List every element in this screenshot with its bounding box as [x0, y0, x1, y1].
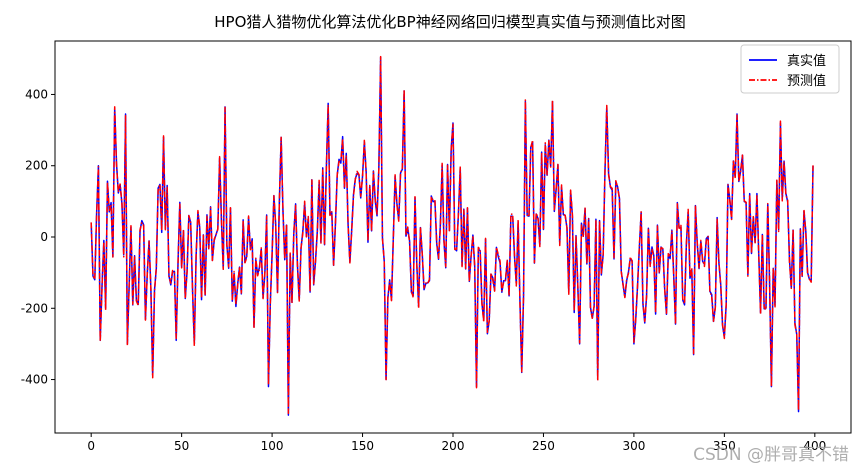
watermark: CSDN @胖哥真不错	[693, 445, 849, 465]
x-tick-label: 200	[442, 439, 465, 453]
x-axis: 0 50 100 150 200 250 300 350 400	[87, 433, 826, 453]
y-tick-label: -400	[21, 373, 48, 387]
chart-title: HPO猎人猎物优化算法优化BP神经网络回归模型真实值与预测值比对图	[214, 13, 685, 31]
x-tick-label: 400	[803, 439, 826, 453]
legend-label: 真实值	[787, 53, 826, 69]
y-axis: -400 -200 0 200 400	[21, 87, 55, 387]
x-tick-label: 0	[87, 439, 95, 453]
legend-box	[740, 44, 840, 94]
x-tick-label: 100	[261, 439, 284, 453]
x-tick-label: 50	[174, 439, 189, 453]
x-tick-label: 300	[622, 439, 645, 453]
y-tick-label: 0	[40, 230, 48, 244]
y-tick-label: 400	[25, 87, 48, 101]
plot-area	[90, 55, 814, 416]
x-tick-label: 250	[532, 439, 555, 453]
axes-frame	[54, 40, 852, 434]
y-tick-label: 200	[25, 159, 48, 173]
legend-label: 预测值	[787, 73, 826, 89]
x-tick-label: 350	[713, 439, 736, 453]
y-tick-label: -200	[21, 301, 48, 315]
axes	[54, 40, 852, 434]
series-line-pred	[90, 55, 814, 415]
x-tick-label: 150	[351, 439, 374, 453]
